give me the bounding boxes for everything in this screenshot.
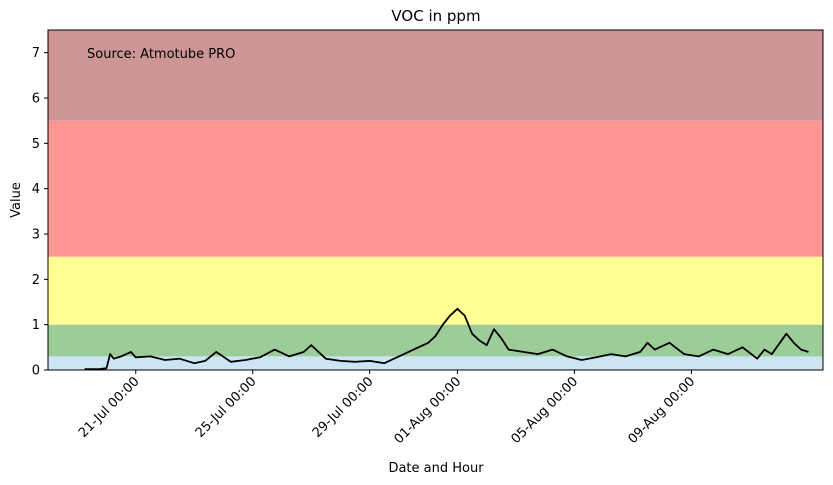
- band-2: [48, 256, 823, 325]
- x-axis-title: Date and Hour: [388, 461, 484, 476]
- threshold-bands: [48, 30, 823, 370]
- y-tick-label: 1: [32, 318, 40, 333]
- plot-frame: [47, 29, 824, 371]
- series-line-0: [84, 307, 809, 370]
- band-1: [48, 324, 823, 357]
- source-annotation: Source: Atmotube PRO: [87, 47, 235, 62]
- series-layer: [84, 307, 809, 370]
- x-tick-label: 21-Jul 00:00: [76, 374, 143, 441]
- x-tick-label: 05-Aug 00:00: [508, 374, 581, 447]
- y-axis: 0 1 2 3 4 5 6 7: [32, 46, 48, 379]
- y-tick-label: 2: [32, 273, 40, 288]
- x-tick-label: 01-Aug 00:00: [391, 374, 464, 447]
- y-axis-title: Value: [9, 182, 24, 218]
- y-tick-label: 5: [32, 137, 40, 152]
- y-tick-label: 6: [32, 92, 40, 107]
- y-tick-label: 4: [32, 182, 40, 197]
- x-tick-label: 25-Jul 00:00: [193, 374, 260, 441]
- band-3: [48, 120, 823, 257]
- x-axis: 21-Jul 00:00 25-Jul 00:00 29-Jul 00:00 01-A…: [76, 370, 698, 447]
- chart-title: VOC in ppm: [391, 7, 480, 25]
- x-tick-label: 29-Jul 00:00: [310, 374, 377, 441]
- band-0: [48, 356, 823, 370]
- y-tick-label: 7: [32, 46, 40, 61]
- y-tick-label: 3: [32, 228, 40, 243]
- band-4: [48, 30, 823, 121]
- x-tick-label: 09-Aug 00:00: [625, 374, 698, 447]
- y-tick-label: 0: [32, 364, 40, 379]
